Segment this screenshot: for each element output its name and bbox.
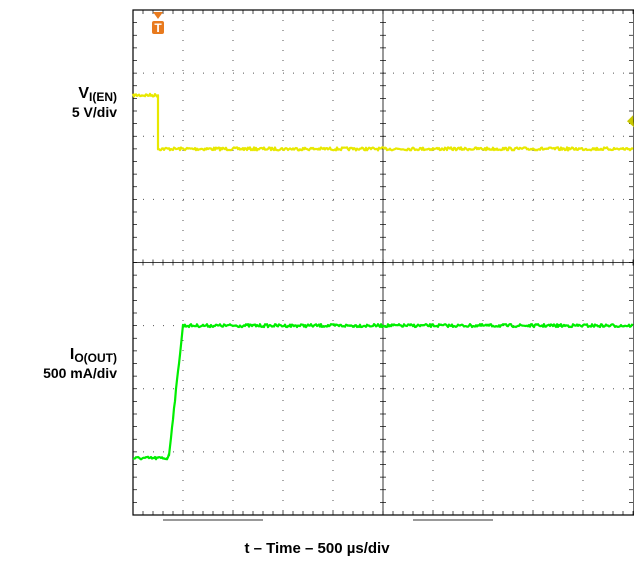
trace-channel-2 <box>132 323 634 461</box>
channel-2-name: I <box>69 346 75 363</box>
trigger-marker: T <box>152 12 164 35</box>
trigger-label: T <box>154 21 162 35</box>
channel-2-label: IO(OUT) 500 mA/div <box>43 346 117 381</box>
trace-channel-1 <box>131 92 634 152</box>
channel-1-scale: 5 V/div <box>71 104 117 120</box>
x-axis-label: t – Time – 500 µs/div <box>244 540 390 557</box>
channel-2-subscript: O(OUT) <box>74 351 117 365</box>
trigger-arrow <box>153 12 163 19</box>
scope-grid <box>132 9 634 521</box>
channel-1-label: VI(EN) 5 V/div <box>71 85 117 120</box>
channel-1-subscript: I(EN) <box>89 90 117 104</box>
trigger-level-marker <box>627 115 634 128</box>
scope-traces <box>131 92 634 461</box>
scope-markers: T <box>152 12 634 128</box>
trigger-box <box>152 21 164 34</box>
channel-2-scale: 500 mA/div <box>43 365 117 381</box>
channel-1-name: V <box>78 85 89 102</box>
